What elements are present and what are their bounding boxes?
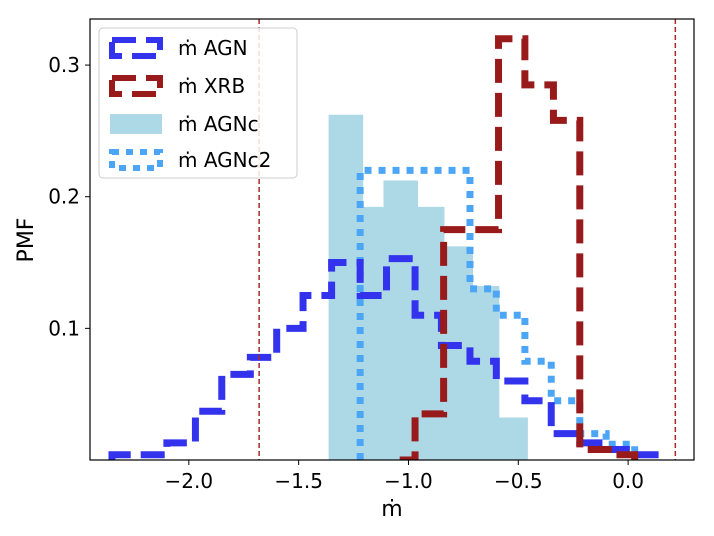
legend-label-agnc2: ṁ AGNc2	[178, 148, 271, 172]
y-tick-label: 0.3	[48, 53, 80, 77]
y-axis: 0.1 0.2 0.3	[48, 53, 90, 340]
x-tick-label: −1.5	[274, 469, 323, 493]
x-tick-label: 0.0	[612, 469, 644, 493]
x-tick-label: −2.0	[165, 469, 214, 493]
legend-box	[98, 27, 298, 179]
series-agn-step	[108, 255, 665, 460]
legend-swatch-xrb	[109, 75, 163, 97]
x-axis: −2.0 −1.5 −1.0 −0.5 0.0	[165, 460, 644, 493]
series-xrb-step	[399, 35, 639, 460]
x-tick-label: −0.5	[494, 469, 543, 493]
legend-swatch-agn	[109, 37, 163, 59]
x-axis-label: ṁ	[381, 497, 402, 522]
axes-frame	[89, 18, 695, 461]
plot-area	[108, 19, 677, 460]
legend-swatch-agnc2	[109, 149, 163, 171]
x-tick-label: −1.0	[384, 469, 433, 493]
y-tick-label: 0.2	[48, 185, 80, 209]
legend: ṁ AGN ṁ XRB ṁ AGNc ṁ AGNc2	[98, 27, 298, 179]
legend-label-agn: ṁ AGN	[178, 36, 248, 60]
legend-label-agnc: ṁ AGNc	[178, 112, 259, 136]
y-axis-label: PMF	[14, 218, 39, 263]
legend-swatch-agnc	[110, 114, 162, 134]
legend-label-xrb: ṁ XRB	[178, 74, 245, 98]
y-tick-label: 0.1	[48, 316, 80, 340]
series-agnc2-step	[356, 166, 639, 460]
